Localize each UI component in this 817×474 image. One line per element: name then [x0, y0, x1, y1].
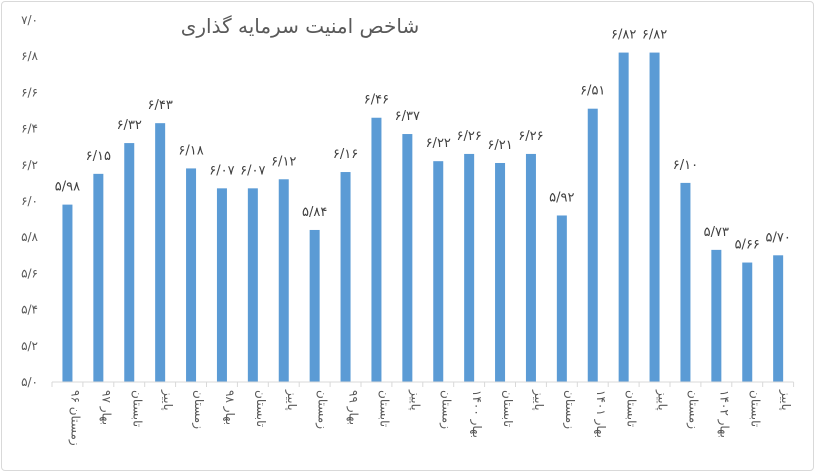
y-tick-label: ۶/۴: [21, 122, 38, 136]
category-label: پاییز: [407, 389, 422, 411]
category-label: زمستان: [191, 390, 206, 429]
category-label: بهار ۱۴۰۲: [716, 390, 731, 438]
data-label: ۶/۵۱: [580, 84, 605, 99]
bars: [62, 52, 784, 383]
data-label: ۶/۱۶: [333, 147, 358, 162]
y-axis: ۵/۰ ۵/۲ ۵/۴ ۵/۶ ۵/۸ ۶/۰ ۶/۲ ۶/۴ ۶/۶ ۶/۸ ۷/۰: [21, 13, 38, 389]
bar: [587, 108, 598, 382]
data-label: ۶/۸۲: [611, 28, 636, 43]
bar: [309, 229, 320, 382]
y-tick-label: ۵/۴: [21, 303, 38, 317]
category-label: تابستان: [130, 390, 144, 427]
data-label: ۶/۳۷: [395, 109, 420, 124]
bar: [680, 182, 691, 382]
category-label: بهار ۱۴۰۰: [469, 390, 484, 438]
chart-title: شاخص امنیت سرمایه گذاری: [181, 14, 420, 38]
data-label: ۶/۴۶: [364, 93, 389, 108]
category-label: پاییز: [655, 389, 670, 411]
bar: [711, 249, 722, 382]
bar: [216, 188, 227, 382]
data-label: ۶/۱۵: [86, 149, 111, 164]
y-tick-label: ۵/۸: [21, 230, 38, 244]
category-label: تابستان: [501, 390, 515, 427]
y-tick-label: ۷/۰: [21, 13, 38, 27]
category-label: زمستان ۹۶: [67, 390, 82, 446]
data-label: ۵/۹۸: [55, 180, 80, 195]
data-label: ۶/۲۱: [487, 138, 512, 153]
bar: [93, 173, 104, 382]
category-label: پاییز: [531, 389, 546, 411]
category-label: زمستان: [315, 390, 330, 429]
data-label: ۶/۸۲: [642, 28, 667, 43]
data-label: ۵/۸۴: [302, 205, 327, 220]
data-label: ۶/۰۷: [209, 163, 234, 178]
bar: [247, 188, 258, 382]
data-label: ۵/۷۳: [704, 225, 729, 240]
data-label: ۶/۲۲: [426, 136, 451, 151]
y-tick-label: ۶/۶: [21, 85, 38, 99]
category-label: زمستان: [438, 390, 453, 429]
bar: [773, 255, 784, 382]
bar: [525, 153, 536, 382]
data-label: ۵/۶۶: [735, 238, 760, 253]
data-labels: ۵/۹۸ ۶/۱۵ ۶/۳۲ ۶/۴۳ ۶/۱۸ ۶/۰۷ ۶/۰۷ ۶/۱۲ ۵/۸۴ ۶/۱۶…: [55, 28, 791, 253]
bar: [340, 172, 351, 382]
y-tick-label: ۶/۸: [21, 49, 38, 63]
bar: [62, 204, 73, 382]
y-tick-label: ۶/۲: [21, 158, 38, 172]
bar: [124, 143, 135, 382]
category-label: بهار ۹۸: [222, 390, 237, 425]
category-label: بهار ۹۷: [98, 390, 113, 425]
bar: [371, 117, 382, 383]
category-label: پاییز: [778, 389, 793, 411]
data-label: ۶/۲۶: [518, 129, 543, 144]
y-tick-label: ۶/۰: [21, 194, 38, 208]
bar: [618, 52, 629, 383]
data-label: ۶/۱۰: [673, 158, 698, 173]
category-label: بهار ۱۴۰۱: [593, 390, 608, 438]
category-label: بهار ۹۹: [346, 390, 361, 425]
data-label: ۶/۴۳: [147, 98, 172, 113]
category-label: زمستان: [562, 390, 577, 429]
data-label: ۵/۷۰: [765, 230, 790, 245]
y-tick-label: ۵/۰: [21, 375, 38, 389]
bar: [495, 162, 506, 382]
y-tick-label: ۵/۲: [21, 339, 38, 353]
y-tick-label: ۵/۶: [21, 266, 38, 280]
category-label: تابستان: [625, 390, 639, 427]
category-label: تابستان: [377, 390, 391, 427]
bar: [742, 262, 753, 382]
bar: [278, 179, 289, 382]
category-label: پاییز: [284, 389, 299, 411]
bar: [464, 153, 475, 382]
category-label: پاییز: [160, 389, 175, 411]
data-label: ۶/۱۲: [271, 154, 296, 169]
data-label: ۶/۲۶: [456, 129, 481, 144]
data-label: ۶/۰۷: [240, 163, 265, 178]
category-label: زمستان: [685, 390, 700, 429]
bar: [402, 134, 413, 382]
bar: [155, 123, 166, 383]
bar: [186, 168, 197, 382]
data-label: ۶/۱۸: [178, 143, 203, 158]
bar: [556, 215, 567, 382]
category-label: تابستان: [748, 390, 762, 427]
category-label: تابستان: [254, 390, 268, 427]
bar: [649, 52, 660, 383]
data-label: ۶/۳۲: [117, 118, 142, 133]
x-axis: زمستان ۹۶ بهار ۹۷ تابستان پاییز زمستان بهار ۹…: [51, 381, 795, 446]
data-label: ۵/۹۲: [549, 190, 574, 205]
bar: [433, 161, 444, 382]
